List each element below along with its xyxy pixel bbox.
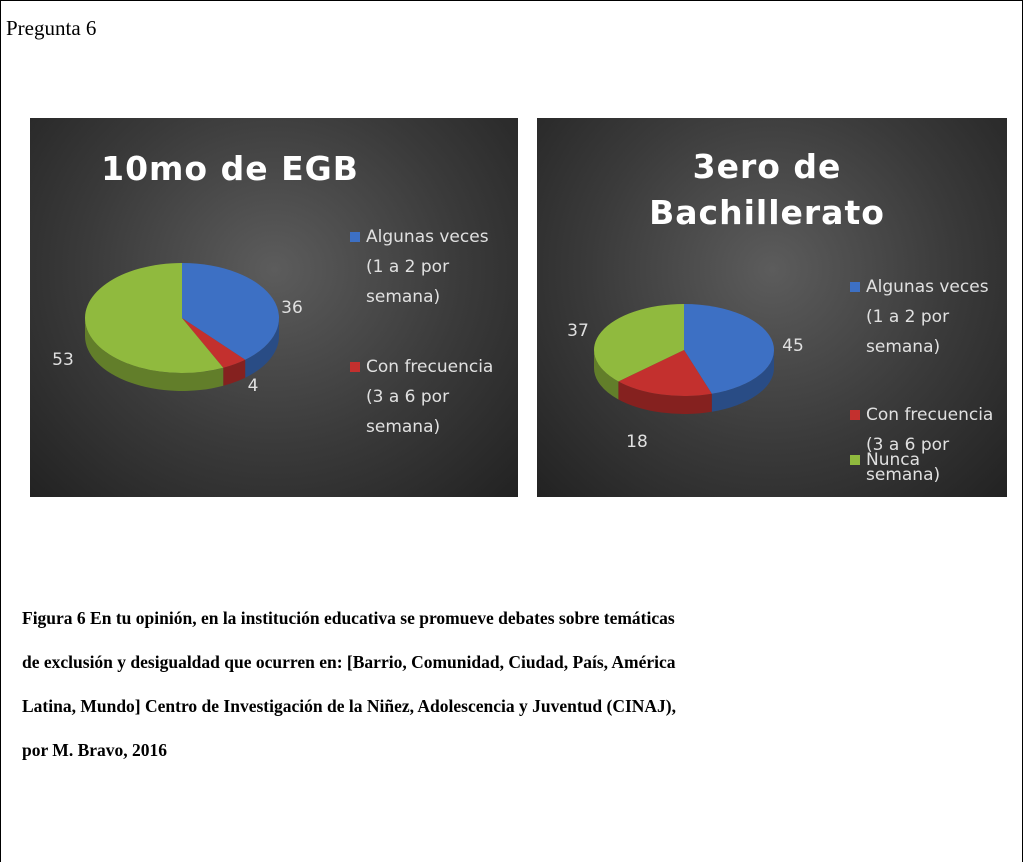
caption-line: por M. Bravo, 2016 <box>22 740 168 760</box>
legend-swatch <box>350 232 360 242</box>
slice-side <box>618 381 712 415</box>
heading: Pregunta 6 <box>6 16 97 40</box>
slice-side <box>711 350 774 412</box>
data-label: 36 <box>281 298 303 318</box>
slice <box>618 350 712 396</box>
pie-canvas: 45 18 37 <box>567 304 804 452</box>
pie-chart: 45 18 37 3ero de Bachillerato Algunas veces … <box>537 118 1007 497</box>
slice-side <box>223 359 246 386</box>
caption: Figura 6 En tu opinión, en la institució… <box>22 596 676 772</box>
legend-item: Con frecuencia (3 a 6 por semana) <box>848 400 998 490</box>
slice-side <box>594 350 619 400</box>
caption-line: de exclusión y desigualdad que ocurren e… <box>22 652 676 672</box>
data-label: 53 <box>52 350 74 370</box>
pie-canvas: 36 4 53 <box>52 263 303 396</box>
legend-swatch <box>350 362 360 372</box>
legend-swatch <box>850 455 860 465</box>
slice <box>684 304 774 394</box>
legend-label: Nunca <box>866 450 921 470</box>
caption-line: Figura 6 En tu opinión, en la institució… <box>22 608 675 628</box>
data-label: 45 <box>782 336 804 356</box>
legend-item: Nunca <box>848 445 998 475</box>
legend-label: Algunas veces (1 a 2 por semana) <box>366 227 489 307</box>
slice <box>85 263 224 373</box>
legend-swatch <box>850 282 860 292</box>
data-label: 18 <box>626 432 648 452</box>
chart-title: 10mo de EGB <box>101 149 359 188</box>
slice <box>182 263 279 360</box>
chart-title: 3ero de Bachillerato <box>649 147 885 232</box>
legend-item: Algunas veces (1 a 2 por semana) <box>848 272 998 362</box>
legend-item: Con frecuencia (3 a 6 por semana) <box>348 352 498 442</box>
legend-label: Con frecuencia (3 a 6 por semana) <box>866 405 994 485</box>
slice-side <box>85 318 224 392</box>
data-label: 4 <box>248 376 259 396</box>
data-label: 37 <box>567 321 589 341</box>
legend-label: Algunas veces (1 a 2 por semana) <box>866 277 989 357</box>
caption-line: Latina, Mundo] Centro de Investigación d… <box>22 696 677 716</box>
legend-label: Con frecuencia (3 a 6 por semana) <box>366 357 494 437</box>
slice <box>182 318 246 368</box>
pie-chart: 36 4 53 10mo de EGB Algunas veces (1 a 2 por… <box>30 118 518 497</box>
slice <box>594 304 684 382</box>
legend-item: Algunas veces (1 a 2 por semana) <box>348 222 498 312</box>
slice-side <box>245 318 279 378</box>
legend-swatch <box>850 410 860 420</box>
